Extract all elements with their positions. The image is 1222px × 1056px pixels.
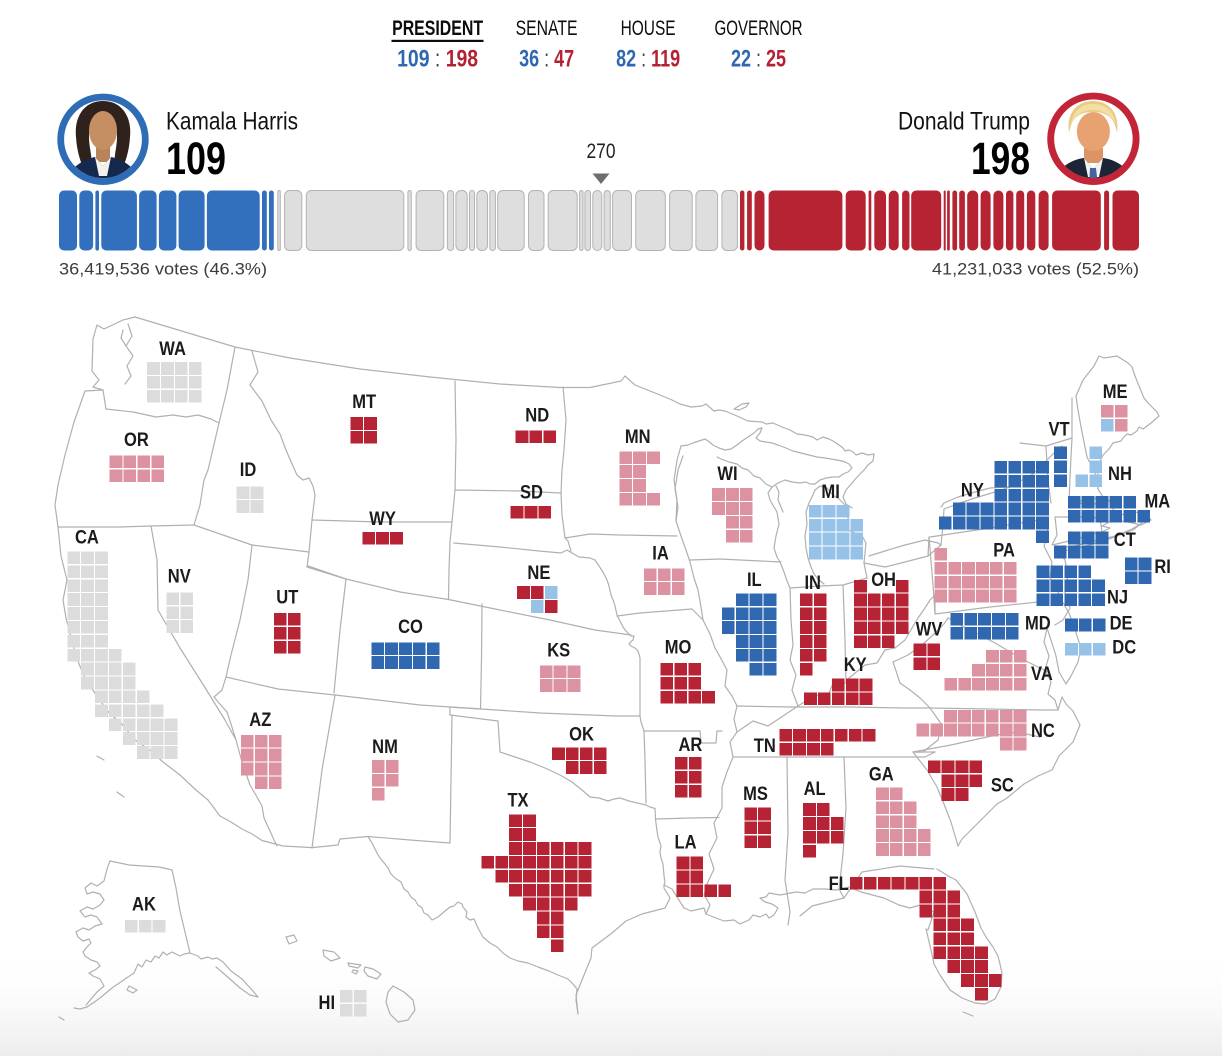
svg-text:MN: MN: [625, 427, 651, 448]
svg-text:TX: TX: [507, 790, 528, 811]
svg-text:41,231,033 votes (52.5%): 41,231,033 votes (52.5%): [932, 260, 1139, 279]
svg-text:NM: NM: [372, 737, 398, 758]
svg-text:SENATE: SENATE: [516, 17, 578, 40]
svg-text:GA: GA: [869, 765, 894, 786]
svg-text:CT: CT: [1114, 530, 1136, 551]
svg-text:NH: NH: [1108, 464, 1132, 485]
svg-text:AL: AL: [804, 779, 826, 800]
svg-text:RI: RI: [1154, 557, 1171, 578]
svg-text:HOUSE: HOUSE: [621, 17, 676, 40]
svg-text:MD: MD: [1025, 613, 1051, 634]
svg-text:TN: TN: [754, 736, 776, 757]
svg-text:109: 109: [166, 133, 226, 184]
svg-text:OR: OR: [124, 430, 149, 451]
svg-text:PA: PA: [993, 541, 1015, 562]
svg-text:82 : 119: 82 : 119: [616, 46, 680, 73]
svg-text:IA: IA: [652, 544, 669, 565]
svg-text:ME: ME: [1103, 382, 1128, 403]
svg-text:MS: MS: [743, 784, 768, 805]
svg-text:IN: IN: [804, 573, 821, 594]
svg-text:WY: WY: [369, 509, 396, 530]
svg-text:HI: HI: [319, 993, 336, 1014]
svg-text:198: 198: [971, 133, 1030, 184]
svg-text:AZ: AZ: [249, 710, 271, 731]
svg-text:109 : 198: 109 : 198: [397, 46, 478, 73]
svg-text:DC: DC: [1112, 638, 1136, 659]
svg-text:ND: ND: [525, 406, 549, 427]
svg-text:270: 270: [587, 140, 616, 163]
svg-text:NE: NE: [527, 563, 550, 584]
svg-text:CO: CO: [398, 617, 423, 638]
svg-text:OK: OK: [569, 724, 594, 745]
svg-text:36,419,536 votes (46.3%): 36,419,536 votes (46.3%): [59, 260, 267, 279]
svg-text:AK: AK: [132, 895, 156, 916]
svg-text:DE: DE: [1110, 613, 1133, 634]
svg-text:WA: WA: [159, 339, 186, 360]
svg-text:SD: SD: [520, 483, 543, 504]
svg-text:NV: NV: [168, 566, 191, 587]
svg-text:MA: MA: [1144, 492, 1170, 513]
svg-text:OH: OH: [871, 570, 896, 591]
svg-text:KS: KS: [547, 640, 570, 661]
svg-text:36 : 47: 36 : 47: [519, 46, 574, 73]
svg-text:MI: MI: [821, 482, 839, 503]
svg-text:Donald Trump: Donald Trump: [898, 108, 1030, 136]
svg-text:NJ: NJ: [1107, 588, 1128, 609]
svg-text:WI: WI: [717, 464, 737, 485]
svg-text:FL: FL: [829, 874, 850, 895]
svg-text:IL: IL: [747, 570, 762, 591]
svg-text:VT: VT: [1048, 420, 1069, 441]
svg-text:SC: SC: [991, 775, 1014, 796]
svg-text:ID: ID: [240, 460, 257, 481]
svg-text:UT: UT: [276, 588, 298, 609]
svg-text:MO: MO: [665, 638, 692, 659]
svg-text:GOVERNOR: GOVERNOR: [715, 17, 803, 40]
svg-text:CA: CA: [75, 527, 99, 548]
svg-text:VA: VA: [1031, 664, 1053, 685]
svg-text:MT: MT: [352, 392, 376, 413]
svg-text:NY: NY: [961, 480, 984, 501]
svg-text:WV: WV: [916, 620, 943, 641]
svg-text:LA: LA: [675, 832, 697, 853]
svg-text:Kamala Harris: Kamala Harris: [166, 108, 298, 136]
svg-text:22 : 25: 22 : 25: [731, 46, 786, 73]
svg-text:AR: AR: [678, 735, 702, 756]
svg-text:KY: KY: [844, 655, 867, 676]
svg-text:NC: NC: [1031, 721, 1055, 742]
svg-text:PRESIDENT: PRESIDENT: [392, 17, 483, 40]
